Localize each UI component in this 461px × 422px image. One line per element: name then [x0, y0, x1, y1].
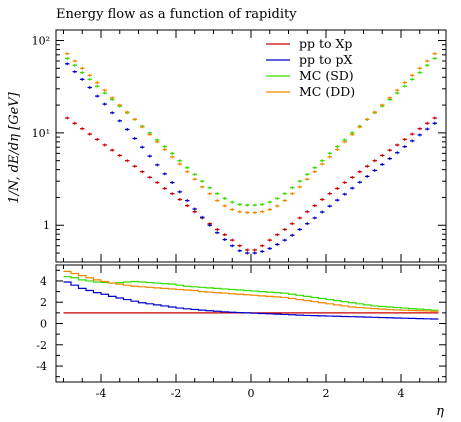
chart-title: Energy flow as a function of rapidity	[56, 7, 297, 22]
x-tick-label: 2	[323, 387, 330, 400]
series-mc-dd-	[65, 52, 437, 215]
x-axis-label: η	[436, 404, 444, 419]
ratio-plot: -4 -2 0 2 4 -4 -2 0 2 4	[36, 264, 447, 400]
x-tick-label: -4	[96, 387, 107, 400]
y-axis-label: 1/N, dE/dη [GeV]	[7, 91, 22, 203]
x-tick-label: -2	[171, 387, 182, 400]
series-mc-sd-	[65, 56, 437, 207]
legend-label: pp to pX	[299, 52, 353, 67]
y-tick-label: 1	[43, 219, 50, 232]
x-tick-label: 4	[398, 387, 405, 400]
series-pp-to-xp	[65, 116, 437, 252]
main-plot-frame	[55, 29, 447, 263]
ratio-series-mc-dd-	[63, 270, 439, 312]
ratio-series-pp-to-px	[63, 281, 439, 320]
ratio-y-tick-label: 0	[40, 318, 47, 331]
y-tick-label: 10¹	[32, 127, 50, 140]
legend-label: MC (SD)	[299, 68, 354, 83]
legend-label: MC (DD)	[299, 84, 355, 99]
main-plot: 1 10¹ 10²	[32, 29, 447, 263]
y-tick-label: 10²	[32, 35, 50, 48]
ratio-y-tick-label: 2	[40, 296, 47, 309]
ratio-y-tick-label: 4	[40, 275, 47, 288]
x-tick-label: 0	[248, 387, 255, 400]
ratio-y-tick-label: -4	[36, 360, 47, 373]
series-pp-to-px	[65, 62, 437, 255]
legend-label: pp to Xp	[299, 36, 352, 51]
ratio-y-tick-label: -2	[36, 339, 47, 352]
ratio-series-mc-sd-	[63, 276, 439, 311]
